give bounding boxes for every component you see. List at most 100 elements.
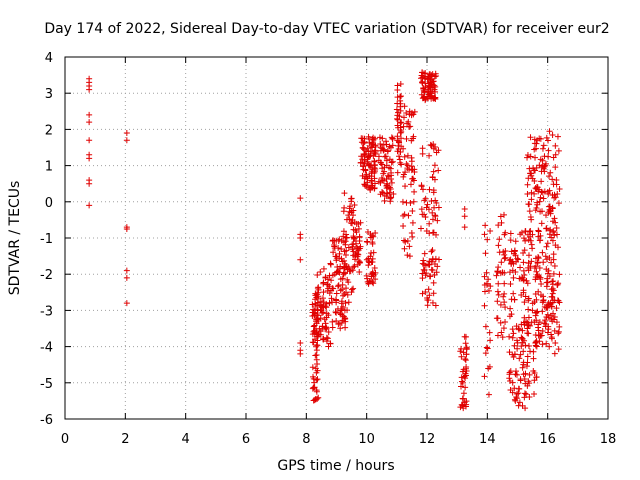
data-point xyxy=(550,287,557,294)
data-point xyxy=(460,390,467,397)
data-point xyxy=(365,255,372,262)
data-point xyxy=(388,179,395,186)
data-point xyxy=(411,108,418,115)
x-tick-label: 4 xyxy=(182,432,190,447)
data-point xyxy=(426,152,433,159)
data-point xyxy=(495,291,502,298)
data-point xyxy=(462,333,469,340)
data-point xyxy=(518,343,525,350)
data-point xyxy=(498,329,505,336)
data-point xyxy=(432,94,439,101)
data-point xyxy=(512,368,519,375)
data-point xyxy=(398,119,405,126)
data-point xyxy=(382,153,389,160)
data-point xyxy=(401,245,408,252)
data-point xyxy=(394,115,401,122)
data-point xyxy=(483,344,490,351)
data-point xyxy=(421,267,428,274)
data-point xyxy=(532,185,539,192)
data-point xyxy=(380,170,387,177)
data-point xyxy=(370,134,377,141)
data-point xyxy=(531,136,538,143)
data-point xyxy=(507,256,514,263)
data-point xyxy=(499,334,506,341)
data-point xyxy=(543,314,550,321)
data-point xyxy=(462,357,469,364)
data-point xyxy=(460,395,467,402)
data-point xyxy=(542,323,549,330)
data-point xyxy=(430,168,437,175)
data-point xyxy=(495,280,502,287)
data-point xyxy=(525,378,532,385)
data-point xyxy=(370,249,377,256)
data-point xyxy=(517,231,524,238)
data-point xyxy=(397,107,404,114)
data-point xyxy=(518,334,525,341)
data-point xyxy=(372,143,379,150)
data-point xyxy=(409,219,416,226)
data-point xyxy=(513,390,520,397)
data-point xyxy=(320,309,327,316)
data-point xyxy=(543,134,550,141)
data-point xyxy=(431,86,438,93)
data-point xyxy=(357,219,364,226)
data-point xyxy=(527,153,534,160)
data-point xyxy=(531,391,538,398)
data-point xyxy=(525,314,532,321)
data-point xyxy=(519,364,526,371)
data-point xyxy=(422,195,429,202)
data-point xyxy=(377,144,384,151)
data-point xyxy=(496,236,503,243)
data-point xyxy=(494,298,501,305)
x-tick-label: 0 xyxy=(61,432,69,447)
data-point xyxy=(507,378,514,385)
data-point xyxy=(314,367,321,374)
data-point xyxy=(358,153,365,160)
data-point xyxy=(371,175,378,182)
data-point xyxy=(436,256,443,263)
data-point xyxy=(555,330,562,337)
data-point xyxy=(433,199,440,206)
data-point xyxy=(370,280,377,287)
data-point xyxy=(537,274,544,281)
data-point xyxy=(356,269,363,276)
data-point xyxy=(404,252,411,259)
data-point xyxy=(525,321,532,328)
data-point xyxy=(331,242,338,249)
data-point xyxy=(525,264,532,271)
data-point xyxy=(512,371,519,378)
data-point xyxy=(411,188,418,195)
data-point xyxy=(526,322,533,329)
data-point xyxy=(511,396,518,403)
y-tick-label: -2 xyxy=(40,268,53,283)
data-point xyxy=(86,137,93,144)
data-point xyxy=(380,177,387,184)
data-point xyxy=(550,218,557,225)
data-point xyxy=(495,242,502,249)
data-point xyxy=(123,130,130,137)
data-point xyxy=(548,335,555,342)
data-point xyxy=(485,276,492,283)
data-point xyxy=(510,353,517,360)
data-point xyxy=(494,288,501,295)
data-point xyxy=(379,188,386,195)
data-point xyxy=(458,353,465,360)
data-point xyxy=(427,141,434,148)
data-point xyxy=(86,155,93,162)
data-point xyxy=(529,307,536,314)
data-point xyxy=(388,159,395,166)
data-point xyxy=(342,315,349,322)
data-point xyxy=(397,149,404,156)
data-point xyxy=(549,237,556,244)
x-tick-label: 6 xyxy=(242,432,250,447)
data-point xyxy=(532,263,539,270)
data-point xyxy=(430,145,437,152)
data-point xyxy=(333,237,340,244)
data-point xyxy=(546,343,553,350)
data-point xyxy=(297,235,304,241)
data-point xyxy=(525,260,532,267)
data-point xyxy=(419,80,426,87)
data-point xyxy=(551,314,558,321)
data-point xyxy=(324,276,331,283)
data-point xyxy=(379,135,386,142)
